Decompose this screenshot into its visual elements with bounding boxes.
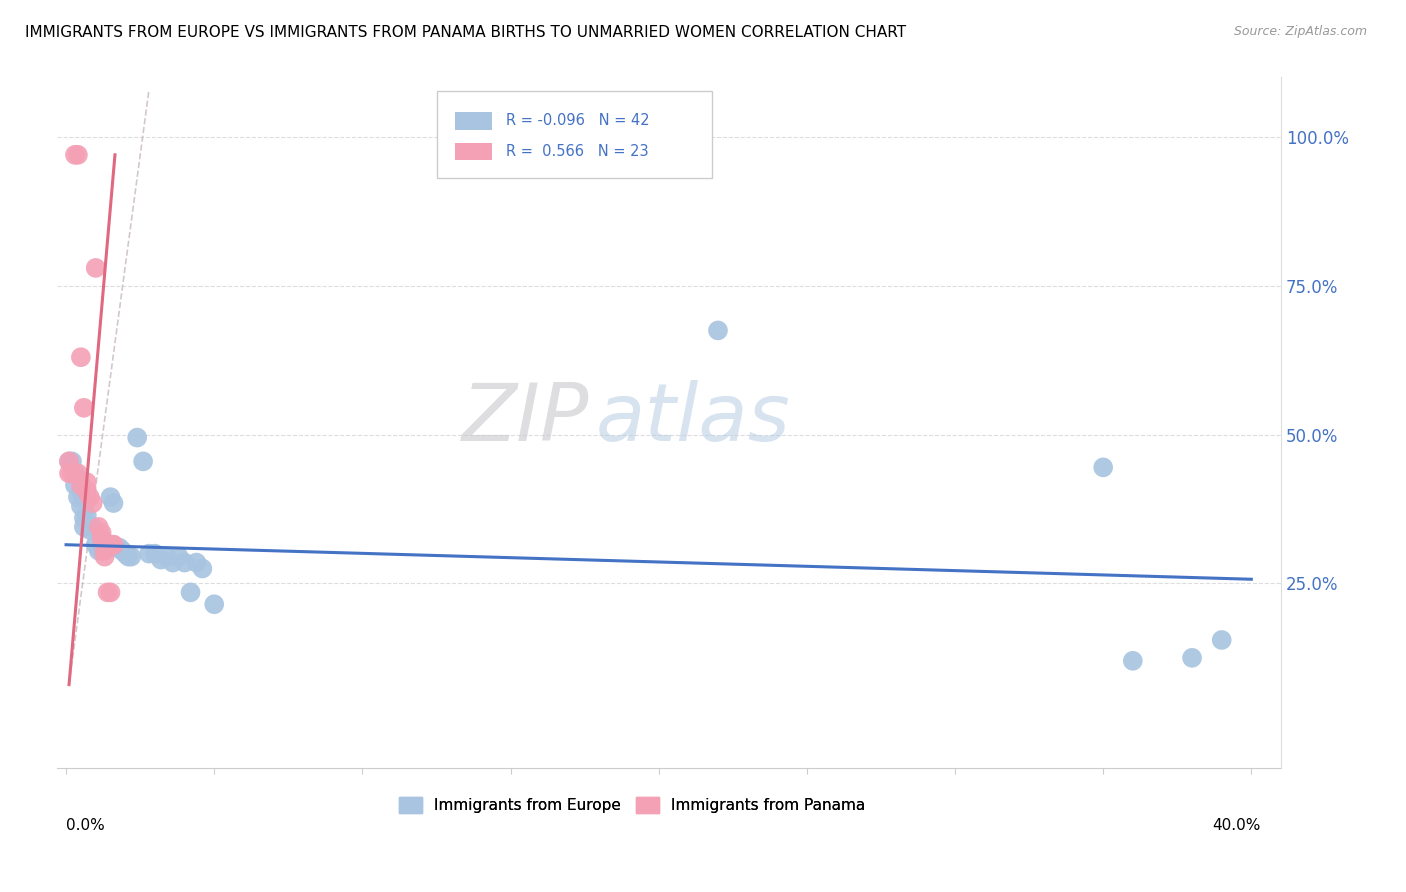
Point (1211, 632, 1233, 647)
Point (105, 541, 128, 555)
Point (186, 556, 208, 570)
Point (93, 543, 115, 558)
Point (82, 520, 104, 534)
Point (120, 549, 142, 564)
Point (60, 454, 83, 468)
Point (93, 549, 115, 564)
Point (73, 511, 96, 525)
Point (143, 547, 166, 561)
Legend: Immigrants from Europe, Immigrants from Panama: Immigrants from Europe, Immigrants from … (392, 791, 872, 819)
Point (66, 467, 89, 481)
Point (66, 490, 89, 504)
Point (73, 401, 96, 415)
Text: R =  0.566   N = 23: R = 0.566 N = 23 (506, 144, 650, 159)
Point (76, 508, 98, 522)
Point (132, 454, 155, 468)
Point (76, 484, 98, 499)
Point (103, 538, 125, 552)
Point (70, 499, 93, 513)
Point (87, 520, 110, 534)
Text: 40.0%: 40.0% (1212, 818, 1260, 832)
Point (93, 534, 115, 549)
Text: 0.0%: 0.0% (66, 818, 105, 832)
Point (114, 547, 136, 561)
Point (162, 556, 184, 570)
Point (90, 543, 112, 558)
Point (127, 431, 149, 445)
Point (58, 467, 80, 481)
Point (79, 490, 101, 504)
Point (58, 454, 80, 468)
Point (707, 323, 730, 337)
Text: R = -0.096   N = 42: R = -0.096 N = 42 (506, 113, 650, 128)
Point (76, 475, 98, 490)
Point (108, 541, 131, 555)
Text: ZIP: ZIP (463, 380, 589, 458)
FancyBboxPatch shape (456, 143, 492, 160)
Point (84, 260, 107, 275)
FancyBboxPatch shape (436, 91, 711, 178)
Point (79, 523, 101, 537)
Point (84, 538, 107, 552)
Point (180, 585, 202, 599)
Point (96, 585, 118, 599)
Point (96, 538, 118, 552)
Point (82, 496, 104, 510)
Point (70, 350, 93, 364)
Point (1092, 460, 1115, 475)
Point (156, 549, 179, 564)
Point (90, 532, 112, 546)
Point (100, 585, 122, 599)
Text: Source: ZipAtlas.com: Source: ZipAtlas.com (1233, 25, 1367, 38)
Point (70, 484, 93, 499)
Point (138, 547, 160, 561)
Point (63, 148, 86, 162)
Point (90, 525, 112, 540)
Point (191, 561, 214, 575)
Point (103, 496, 125, 510)
Point (60, 467, 83, 481)
Point (1181, 650, 1204, 665)
Point (149, 552, 172, 566)
Text: atlas: atlas (596, 380, 790, 458)
Point (100, 490, 122, 504)
Point (63, 478, 86, 492)
Point (87, 543, 110, 558)
Point (58, 454, 80, 468)
Point (167, 549, 190, 564)
Text: IMMIGRANTS FROM EUROPE VS IMMIGRANTS FROM PANAMA BIRTHS TO UNMARRIED WOMEN CORRE: IMMIGRANTS FROM EUROPE VS IMMIGRANTS FRO… (25, 25, 907, 40)
Point (173, 556, 195, 570)
Point (63, 467, 86, 481)
Point (103, 538, 125, 552)
Point (66, 148, 89, 162)
Point (1122, 654, 1144, 668)
Point (111, 543, 134, 558)
Point (73, 520, 96, 534)
Point (70, 478, 93, 492)
Point (202, 597, 225, 611)
Point (117, 549, 139, 564)
FancyBboxPatch shape (456, 112, 492, 129)
